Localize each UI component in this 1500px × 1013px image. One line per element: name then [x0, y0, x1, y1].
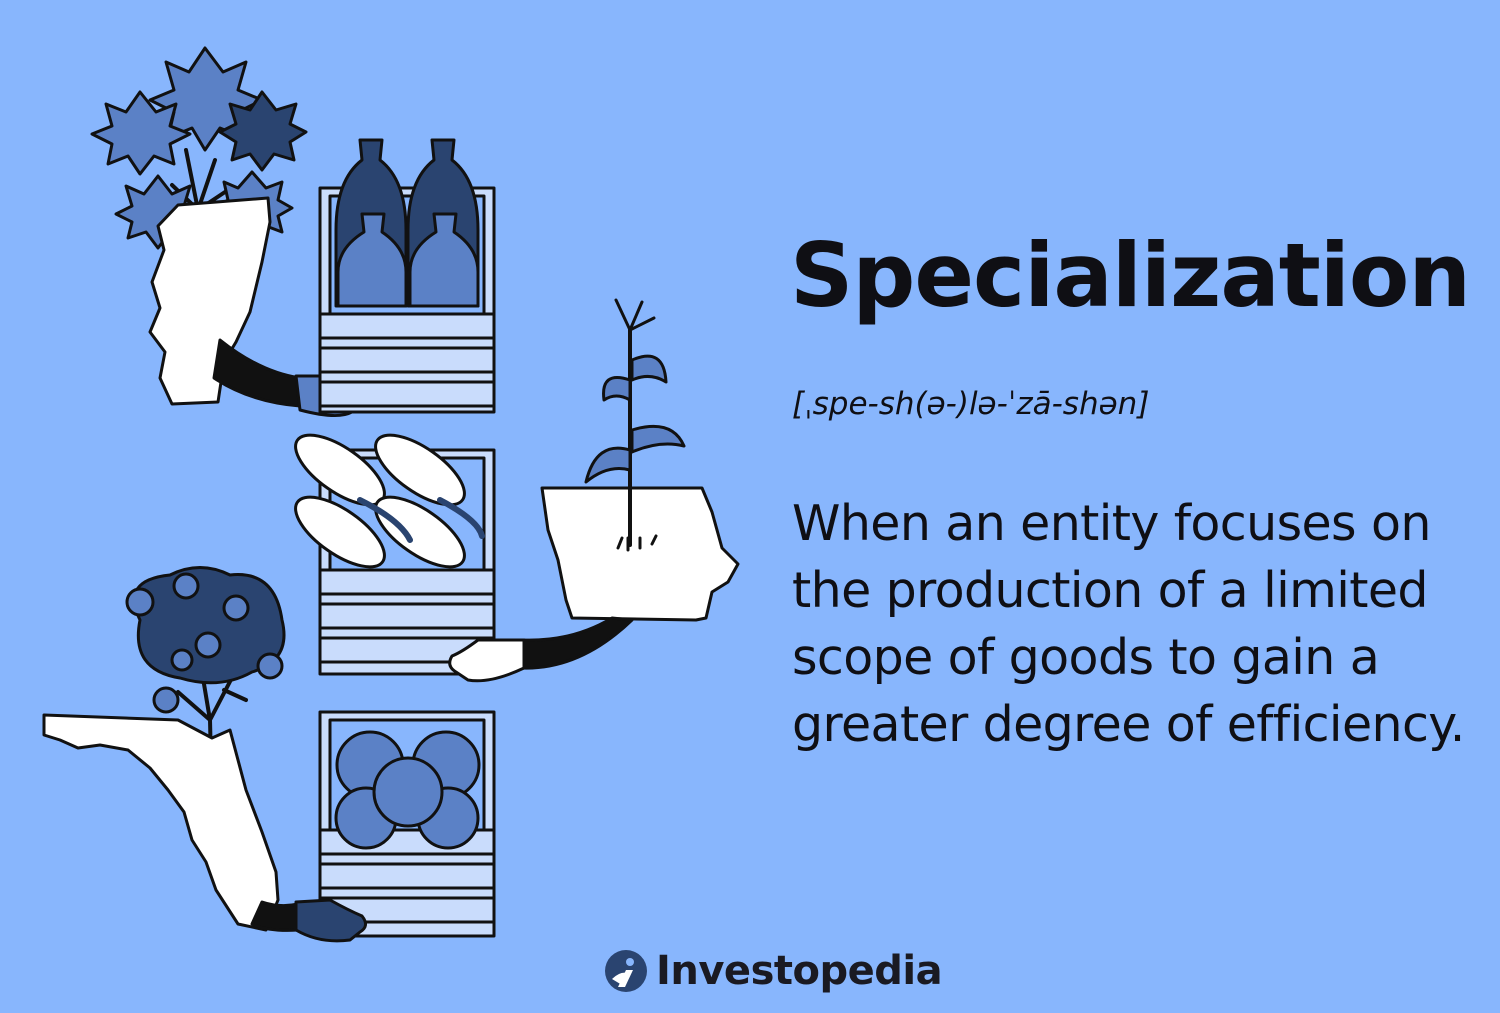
iowa-hand [448, 638, 526, 683]
oranges-icon [334, 730, 481, 850]
florida-hand [294, 898, 367, 943]
florida-state-shape [42, 713, 280, 932]
vermont-scene [90, 46, 496, 417]
investopedia-brand: Investopedia [604, 944, 943, 998]
corn-stalk-icon [584, 298, 686, 552]
page-title: Specialization [790, 224, 1471, 327]
vermont-state-shape [148, 196, 272, 406]
iowa-state-shape [540, 486, 740, 622]
investopedia-logo-icon [605, 950, 647, 992]
orange-tree-icon [125, 566, 286, 807]
brand-name: Investopedia [656, 948, 943, 994]
florida-arm [250, 900, 300, 932]
florida-scene [42, 566, 496, 943]
iowa-arm [520, 616, 634, 670]
pronunciation: [ˌspe-sh(ə-)lə-ˈzā-shən] [792, 386, 1150, 422]
maple-tree-icon [90, 46, 308, 277]
maple-syrup-jugs-icon [334, 138, 480, 308]
definition-text: When an entity focuses on the production… [792, 495, 1465, 753]
iowa-scene [294, 298, 740, 683]
corn-ears-icon [294, 433, 485, 569]
vermont-arm [212, 338, 302, 408]
specialization-illustration [42, 46, 740, 943]
